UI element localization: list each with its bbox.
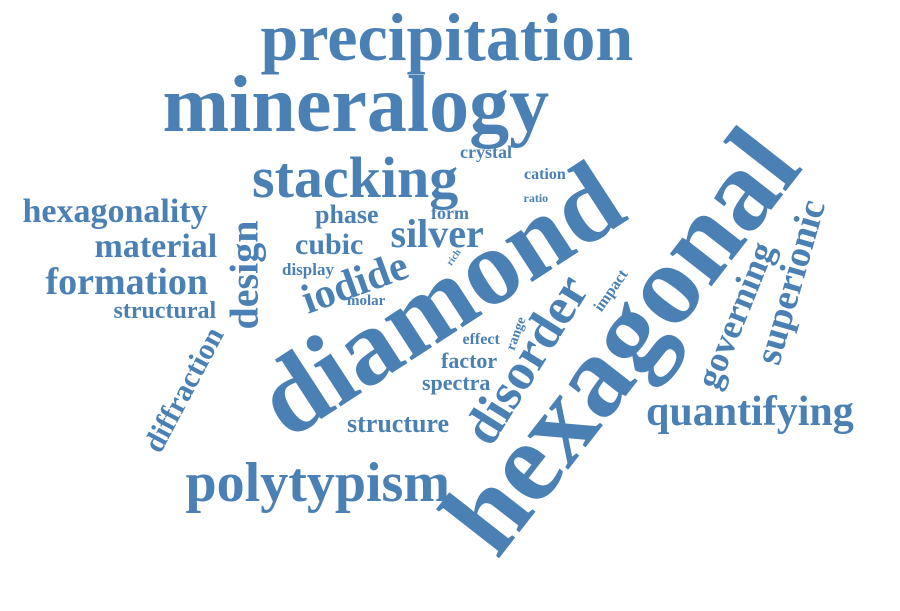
word-mineralogy: mineralogy	[162, 61, 550, 149]
word-hexagonality: hexagonality	[22, 193, 208, 230]
word-molar: molar	[347, 292, 386, 309]
word-phase: phase	[315, 200, 379, 229]
word-design: design	[220, 220, 266, 330]
word-form: form	[431, 203, 469, 223]
word-factor: factor	[441, 348, 498, 373]
word-diffraction: diffraction	[136, 321, 231, 458]
word-spectra: spectra	[422, 370, 491, 395]
word-effect: effect	[462, 331, 500, 348]
word-ratio: ratio	[523, 191, 549, 205]
word-cubic: cubic	[295, 228, 364, 261]
word-crystal: crystal	[460, 142, 512, 162]
word-silver: silver	[390, 211, 484, 256]
word-structure: structure	[347, 409, 450, 438]
word-material: material	[94, 228, 218, 265]
word-cation: cation	[524, 166, 566, 183]
word-structural: structural	[113, 298, 217, 324]
word-display: display	[282, 259, 334, 279]
word-formation: formation	[45, 261, 209, 303]
word-stacking: stacking	[252, 145, 459, 210]
word-polytypism: polytypism	[185, 452, 451, 514]
word-quantifying: quantifying	[646, 389, 854, 435]
word-precipitation: precipitation	[260, 0, 634, 75]
